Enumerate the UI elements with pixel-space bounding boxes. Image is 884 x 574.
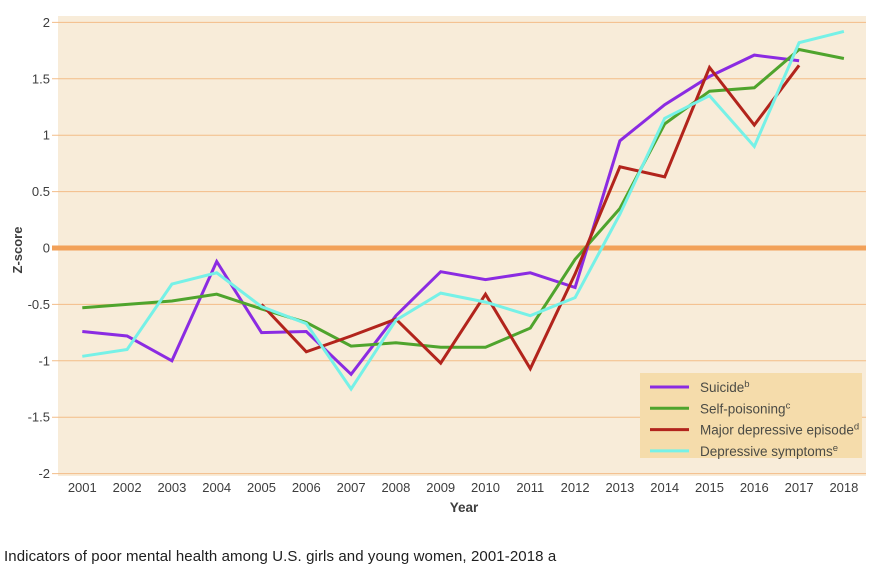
y-tick-label: 0 — [43, 241, 50, 256]
y-axis-title: Z-score — [10, 227, 25, 274]
x-tick-label: 2011 — [516, 480, 544, 495]
x-tick-label: 2010 — [471, 480, 500, 495]
x-tick-label: 2006 — [292, 480, 321, 495]
figure-caption: Indicators of poor mental health among U… — [4, 548, 557, 565]
chart-svg: 2 1.5 1 0.5 0 -0.5 -1 -1.5 -2 2001 2002 2003 2004 200… — [10, 15, 866, 515]
x-tick-label: 2016 — [740, 480, 769, 495]
y-tick-label: -1 — [38, 353, 50, 368]
x-tick-label: 2014 — [650, 480, 679, 495]
legend-label: Self-poisoningc — [700, 400, 791, 416]
x-tick-label: 2012 — [561, 480, 590, 495]
y-tick-label: 1 — [43, 128, 50, 143]
y-tick-label: 0.5 — [32, 184, 50, 199]
x-tick-label: 2018 — [829, 480, 858, 495]
x-tick-label: 2015 — [695, 480, 724, 495]
x-tick-label: 2013 — [605, 480, 634, 495]
x-tick-label: 2017 — [785, 480, 814, 495]
x-tick-label: 2008 — [381, 480, 410, 495]
legend-label: Major depressive episoded — [700, 422, 859, 438]
x-tick-label: 2009 — [426, 480, 455, 495]
x-tick-label: 2003 — [157, 480, 186, 495]
y-tick-label: -2 — [38, 466, 50, 481]
legend-label: Depressive symptomse — [700, 443, 838, 459]
series-line-suicide — [82, 53, 800, 377]
x-tick-label: 2004 — [202, 480, 231, 495]
x-axis-title: Year — [450, 500, 479, 515]
x-tick-label: 2001 — [68, 480, 97, 495]
series-line-major-depressive-episode — [260, 64, 801, 372]
x-tick-label: 2002 — [113, 480, 142, 495]
y-tick-label: 1.5 — [32, 71, 50, 86]
series-line-self-poisoning — [82, 47, 845, 349]
y-tick-label: -1.5 — [28, 410, 50, 425]
series-line-depressive-symptoms — [82, 29, 845, 392]
mental-health-line-chart: 2 1.5 1 0.5 0 -0.5 -1 -1.5 -2 2001 2002 2003 2004 200… — [10, 15, 866, 515]
y-tick-label: 2 — [43, 15, 50, 30]
x-tick-label: 2005 — [247, 480, 276, 495]
x-tick-label: 2007 — [337, 480, 366, 495]
y-tick-label: -0.5 — [28, 297, 50, 312]
legend-label: Suicideb — [700, 379, 750, 395]
